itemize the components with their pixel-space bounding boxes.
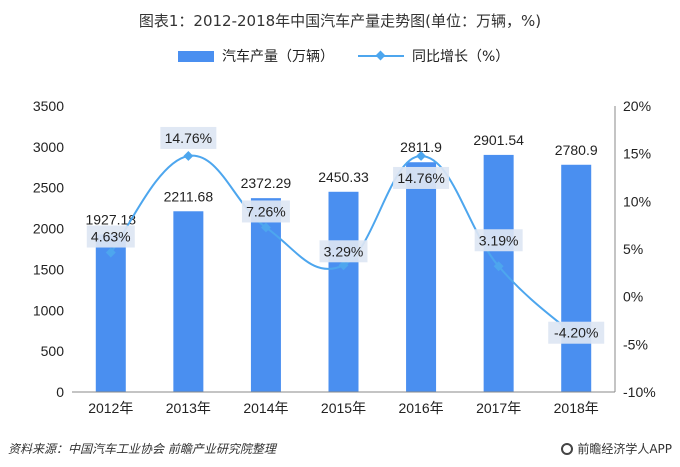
growth-value-label: 3.19%: [479, 232, 519, 248]
growth-value-label: 14.76%: [165, 130, 212, 146]
y-left-tick-label: 3000: [33, 139, 64, 155]
growth-point: [260, 222, 271, 233]
bar-value-label: 2901.54: [473, 132, 524, 148]
brand-label: 前瞻经济学人APP: [577, 442, 672, 456]
legend-item-growth: 同比增长（%）: [358, 46, 509, 66]
growth-value-label: -4.20%: [554, 325, 598, 341]
bar: [561, 164, 592, 392]
growth-point: [183, 151, 194, 161]
x-tick-label: 2015年: [321, 400, 366, 416]
bar: [95, 234, 126, 392]
y-left-tick-label: 1000: [33, 302, 64, 318]
growth-value-label: 4.63%: [91, 229, 131, 245]
legend-bar-swatch: [178, 50, 214, 62]
legend-item-production: 汽车产量（万辆）: [178, 46, 334, 66]
y-left-tick-label: 2000: [33, 221, 64, 237]
bar-value-label: 2780.9: [555, 142, 598, 158]
x-tick-label: 2018年: [554, 400, 599, 416]
growth-label-box: [86, 225, 135, 248]
brand-logo-icon: [561, 442, 574, 455]
bar-value-label: 2372.29: [241, 175, 292, 191]
y-right-tick-label: 10%: [623, 193, 651, 209]
bar-value-label: 2211.68: [164, 188, 214, 204]
chart-title: 图表1：2012-2018年中国汽车产量走势图(单位：万辆，%): [138, 12, 542, 30]
chart-legend: 汽车产量（万辆） 同比增长（%）: [0, 46, 680, 68]
growth-point: [493, 261, 504, 272]
bar-value-label: 2450.33: [318, 169, 369, 185]
x-tick-label: 2013年: [166, 400, 211, 416]
y-left-tick-label: 1500: [33, 261, 64, 277]
growth-point: [105, 247, 116, 258]
growth-label-box: [474, 229, 523, 252]
source-note: 资料来源：中国汽车工业协会 前瞻产业研究院整理: [8, 442, 276, 456]
y-left-tick-label: 500: [41, 343, 65, 359]
y-right-tick-label: 5%: [623, 241, 643, 257]
legend-growth-label: 同比增长（%）: [412, 49, 510, 65]
brand-note: 前瞻经济学人APP: [561, 440, 672, 457]
growth-value-label: 7.26%: [246, 203, 286, 219]
growth-label-box: [319, 240, 368, 263]
growth-label-box: [548, 321, 605, 344]
y-right-tick-label: -5%: [623, 336, 648, 352]
bar-value-label: 1927.18: [85, 212, 136, 228]
bar: [173, 211, 204, 392]
growth-value-label: 14.76%: [397, 170, 444, 186]
bar: [406, 162, 437, 392]
growth-point: [338, 260, 349, 271]
y-right-tick-label: 0%: [623, 289, 643, 305]
y-left-tick-label: 0: [56, 384, 64, 400]
growth-label-box: [393, 166, 450, 189]
y-left-tick-label: 2500: [33, 180, 64, 196]
y-right-tick-label: 20%: [623, 98, 651, 114]
legend-line-swatch: [358, 50, 404, 62]
x-tick-label: 2017年: [476, 400, 521, 416]
y-right-tick-label: -10%: [623, 384, 656, 400]
growth-label-box: [241, 200, 290, 223]
bar-value-label: 2811.9: [400, 139, 442, 155]
legend-production-label: 汽车产量（万辆）: [222, 49, 334, 65]
x-tick-label: 2012年: [88, 400, 133, 416]
bar: [328, 191, 359, 392]
x-tick-label: 2014年: [243, 400, 288, 416]
bar: [483, 154, 514, 392]
y-right-tick-label: 15%: [623, 146, 651, 162]
growth-point: [416, 151, 427, 161]
x-tick-label: 2016年: [398, 400, 443, 416]
growth-value-label: 3.29%: [324, 243, 364, 259]
growth-label-box: [160, 126, 217, 149]
y-left-tick-label: 3500: [33, 98, 64, 114]
